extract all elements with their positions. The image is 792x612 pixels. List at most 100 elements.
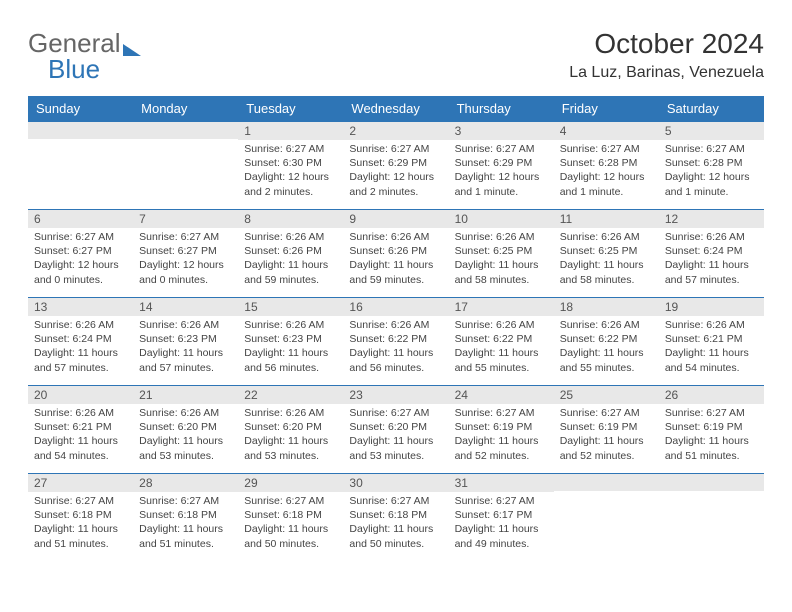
day-number: 29 xyxy=(238,474,343,492)
cell-body: Sunrise: 6:27 AMSunset: 6:28 PMDaylight:… xyxy=(554,140,659,203)
cell-line: Daylight: 12 hours and 2 minutes. xyxy=(349,170,442,198)
calendar-row: 27Sunrise: 6:27 AMSunset: 6:18 PMDayligh… xyxy=(28,474,764,562)
calendar-cell: 19Sunrise: 6:26 AMSunset: 6:21 PMDayligh… xyxy=(659,298,764,386)
cell-line: Daylight: 11 hours and 53 minutes. xyxy=(349,434,442,462)
calendar-row: 6Sunrise: 6:27 AMSunset: 6:27 PMDaylight… xyxy=(28,210,764,298)
calendar-cell: 16Sunrise: 6:26 AMSunset: 6:22 PMDayligh… xyxy=(343,298,448,386)
cell-line: Daylight: 12 hours and 1 minute. xyxy=(560,170,653,198)
cell-body: Sunrise: 6:26 AMSunset: 6:23 PMDaylight:… xyxy=(238,316,343,379)
day-number: 15 xyxy=(238,298,343,316)
cell-body: Sunrise: 6:27 AMSunset: 6:18 PMDaylight:… xyxy=(133,492,238,555)
cell-body: Sunrise: 6:27 AMSunset: 6:29 PMDaylight:… xyxy=(343,140,448,203)
cell-line: Daylight: 11 hours and 51 minutes. xyxy=(139,522,232,550)
day-number: 28 xyxy=(133,474,238,492)
calendar-cell: 29Sunrise: 6:27 AMSunset: 6:18 PMDayligh… xyxy=(238,474,343,562)
calendar-cell: 17Sunrise: 6:26 AMSunset: 6:22 PMDayligh… xyxy=(449,298,554,386)
cell-line: Daylight: 11 hours and 55 minutes. xyxy=(560,346,653,374)
calendar-cell: 4Sunrise: 6:27 AMSunset: 6:28 PMDaylight… xyxy=(554,122,659,210)
cell-line: Sunrise: 6:27 AM xyxy=(349,494,442,508)
day-header: Saturday xyxy=(659,96,764,122)
cell-line: Daylight: 11 hours and 54 minutes. xyxy=(34,434,127,462)
calendar-row: 1Sunrise: 6:27 AMSunset: 6:30 PMDaylight… xyxy=(28,122,764,210)
day-number: 25 xyxy=(554,386,659,404)
cell-line: Daylight: 12 hours and 2 minutes. xyxy=(244,170,337,198)
calendar-cell: 20Sunrise: 6:26 AMSunset: 6:21 PMDayligh… xyxy=(28,386,133,474)
logo-triangle-icon xyxy=(123,44,141,56)
calendar-cell: 8Sunrise: 6:26 AMSunset: 6:26 PMDaylight… xyxy=(238,210,343,298)
day-number: 14 xyxy=(133,298,238,316)
cell-line: Daylight: 11 hours and 57 minutes. xyxy=(34,346,127,374)
day-number xyxy=(554,474,659,491)
day-number: 27 xyxy=(28,474,133,492)
cell-line: Sunrise: 6:26 AM xyxy=(139,318,232,332)
cell-line: Sunrise: 6:27 AM xyxy=(349,406,442,420)
cell-body: Sunrise: 6:26 AMSunset: 6:25 PMDaylight:… xyxy=(449,228,554,291)
day-number: 17 xyxy=(449,298,554,316)
calendar-cell: 26Sunrise: 6:27 AMSunset: 6:19 PMDayligh… xyxy=(659,386,764,474)
cell-line: Daylight: 11 hours and 58 minutes. xyxy=(455,258,548,286)
cell-line: Sunset: 6:17 PM xyxy=(455,508,548,522)
cell-body: Sunrise: 6:27 AMSunset: 6:19 PMDaylight:… xyxy=(449,404,554,467)
cell-body: Sunrise: 6:27 AMSunset: 6:18 PMDaylight:… xyxy=(238,492,343,555)
cell-line: Sunrise: 6:26 AM xyxy=(560,318,653,332)
calendar-cell: 15Sunrise: 6:26 AMSunset: 6:23 PMDayligh… xyxy=(238,298,343,386)
cell-body: Sunrise: 6:27 AMSunset: 6:20 PMDaylight:… xyxy=(343,404,448,467)
cell-body: Sunrise: 6:27 AMSunset: 6:28 PMDaylight:… xyxy=(659,140,764,203)
cell-line: Daylight: 11 hours and 49 minutes. xyxy=(455,522,548,550)
cell-line: Daylight: 12 hours and 0 minutes. xyxy=(34,258,127,286)
cell-line: Sunset: 6:21 PM xyxy=(34,420,127,434)
calendar-table: SundayMondayTuesdayWednesdayThursdayFrid… xyxy=(28,96,764,562)
calendar-row: 20Sunrise: 6:26 AMSunset: 6:21 PMDayligh… xyxy=(28,386,764,474)
calendar-cell: 24Sunrise: 6:27 AMSunset: 6:19 PMDayligh… xyxy=(449,386,554,474)
cell-body: Sunrise: 6:26 AMSunset: 6:22 PMDaylight:… xyxy=(449,316,554,379)
cell-line: Sunrise: 6:27 AM xyxy=(139,230,232,244)
cell-line: Sunrise: 6:27 AM xyxy=(560,406,653,420)
day-number: 13 xyxy=(28,298,133,316)
cell-line: Sunset: 6:18 PM xyxy=(139,508,232,522)
cell-body: Sunrise: 6:26 AMSunset: 6:26 PMDaylight:… xyxy=(238,228,343,291)
calendar-cell: 10Sunrise: 6:26 AMSunset: 6:25 PMDayligh… xyxy=(449,210,554,298)
cell-body: Sunrise: 6:27 AMSunset: 6:27 PMDaylight:… xyxy=(133,228,238,291)
cell-line: Sunset: 6:18 PM xyxy=(244,508,337,522)
cell-body: Sunrise: 6:27 AMSunset: 6:17 PMDaylight:… xyxy=(449,492,554,555)
cell-line: Daylight: 11 hours and 57 minutes. xyxy=(139,346,232,374)
cell-line: Sunrise: 6:26 AM xyxy=(349,318,442,332)
title-block: October 2024 La Luz, Barinas, Venezuela xyxy=(569,28,764,82)
cell-line: Sunset: 6:23 PM xyxy=(244,332,337,346)
cell-line: Sunset: 6:26 PM xyxy=(349,244,442,258)
cell-body xyxy=(659,491,764,551)
cell-body: Sunrise: 6:27 AMSunset: 6:29 PMDaylight:… xyxy=(449,140,554,203)
cell-line: Sunset: 6:30 PM xyxy=(244,156,337,170)
cell-body: Sunrise: 6:27 AMSunset: 6:19 PMDaylight:… xyxy=(554,404,659,467)
calendar-cell: 21Sunrise: 6:26 AMSunset: 6:20 PMDayligh… xyxy=(133,386,238,474)
cell-line: Daylight: 11 hours and 53 minutes. xyxy=(244,434,337,462)
cell-line: Sunset: 6:24 PM xyxy=(34,332,127,346)
cell-line: Sunrise: 6:27 AM xyxy=(34,494,127,508)
cell-line: Sunrise: 6:27 AM xyxy=(244,142,337,156)
cell-line: Daylight: 11 hours and 51 minutes. xyxy=(34,522,127,550)
cell-line: Daylight: 11 hours and 59 minutes. xyxy=(349,258,442,286)
cell-line: Sunset: 6:20 PM xyxy=(244,420,337,434)
cell-line: Sunset: 6:20 PM xyxy=(349,420,442,434)
cell-line: Sunrise: 6:27 AM xyxy=(665,142,758,156)
cell-line: Sunset: 6:22 PM xyxy=(560,332,653,346)
cell-line: Daylight: 11 hours and 55 minutes. xyxy=(455,346,548,374)
brand-part2: Blue xyxy=(48,54,100,85)
day-header: Tuesday xyxy=(238,96,343,122)
cell-line: Daylight: 11 hours and 58 minutes. xyxy=(560,258,653,286)
calendar-cell xyxy=(554,474,659,562)
cell-line: Sunrise: 6:26 AM xyxy=(665,318,758,332)
cell-body xyxy=(554,491,659,551)
cell-line: Daylight: 11 hours and 56 minutes. xyxy=(244,346,337,374)
calendar-cell: 6Sunrise: 6:27 AMSunset: 6:27 PMDaylight… xyxy=(28,210,133,298)
calendar-cell: 5Sunrise: 6:27 AMSunset: 6:28 PMDaylight… xyxy=(659,122,764,210)
day-number: 18 xyxy=(554,298,659,316)
day-number: 9 xyxy=(343,210,448,228)
day-header: Sunday xyxy=(28,96,133,122)
cell-line: Sunrise: 6:27 AM xyxy=(244,494,337,508)
day-number: 30 xyxy=(343,474,448,492)
cell-line: Daylight: 11 hours and 51 minutes. xyxy=(665,434,758,462)
day-number: 4 xyxy=(554,122,659,140)
cell-line: Sunrise: 6:27 AM xyxy=(560,142,653,156)
cell-line: Sunrise: 6:27 AM xyxy=(455,406,548,420)
